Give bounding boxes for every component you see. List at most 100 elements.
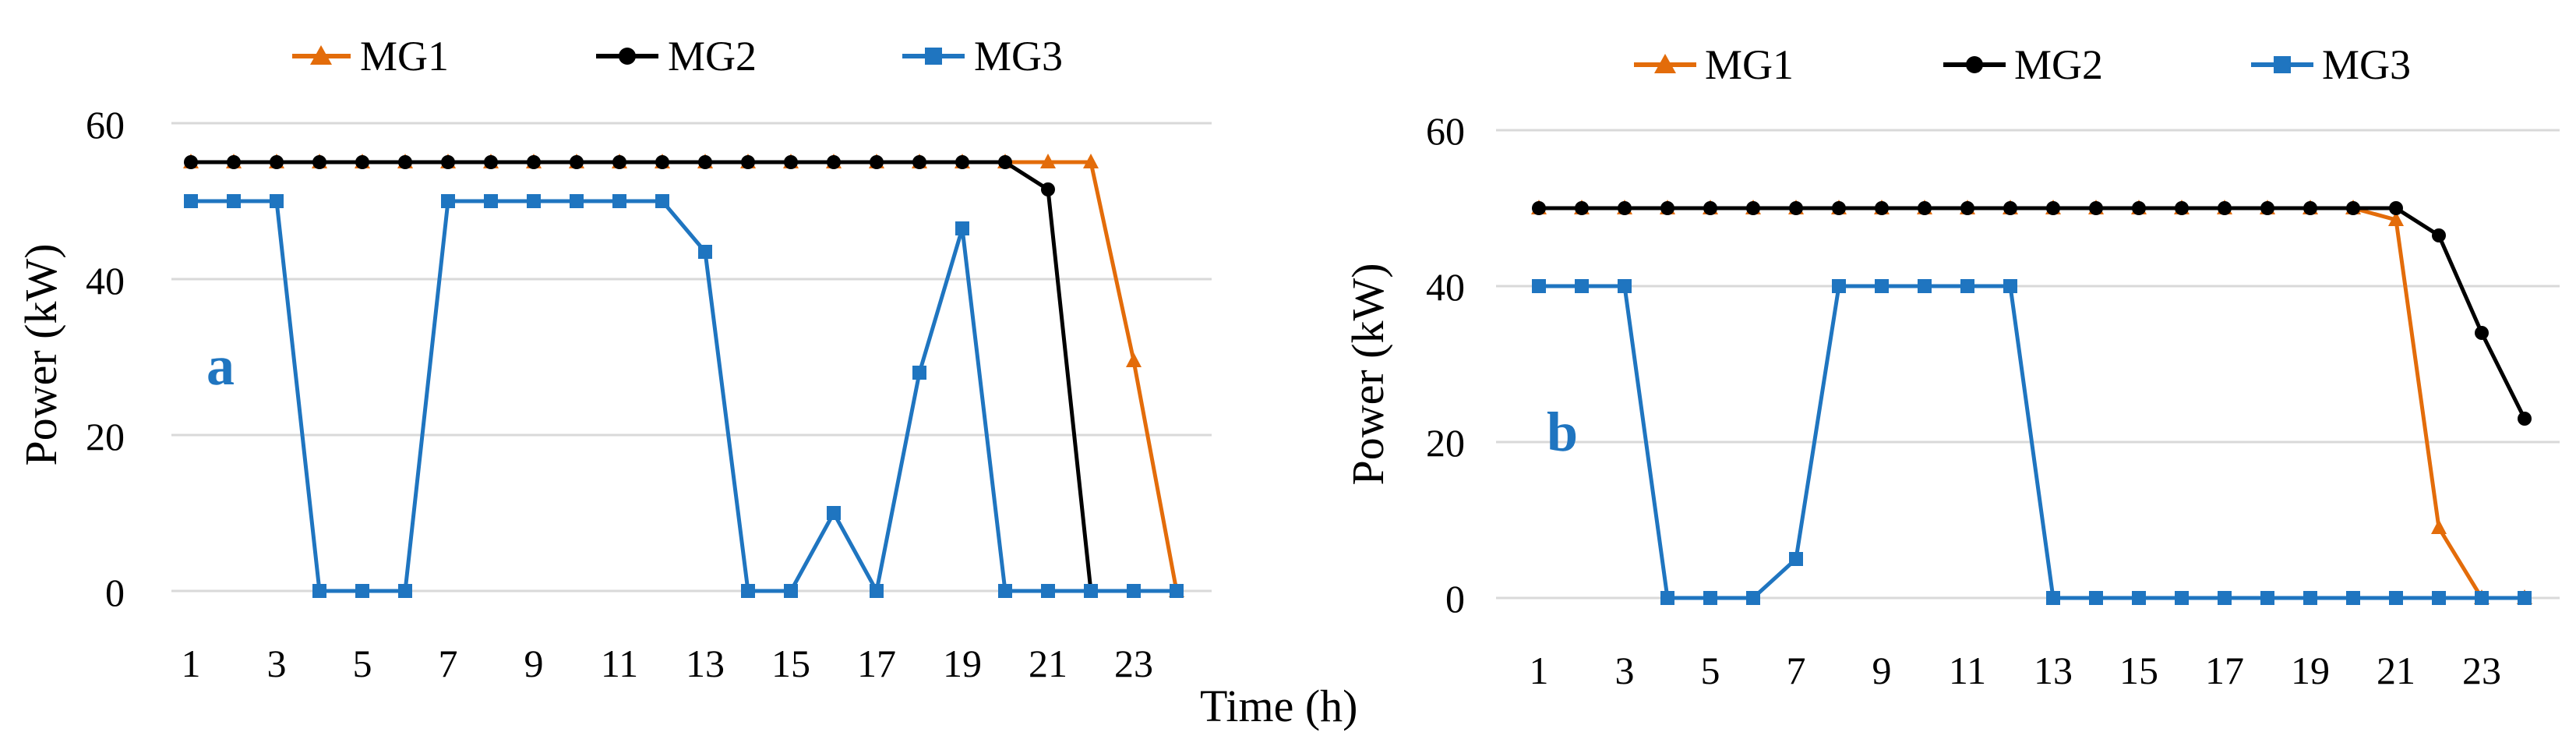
panel-a-point-mg2-t2 [227,155,241,169]
panel-b-point-mg2-t7 [1789,201,1803,215]
panel-b-ytick-20: 20 [1426,421,1465,465]
panel-b-series-mg2 [1532,201,2532,426]
panel-a-point-mg3-t23 [1127,584,1141,598]
panel-a-point-mg2-t10 [570,155,584,169]
panel-b-point-mg3-t6 [1746,591,1760,605]
panel-a-point-mg3-t4 [312,584,326,598]
panel-a-point-mg3-t6 [398,584,412,598]
panel-b-line-mg3 [1539,284,2525,600]
panel-a-legend-mg3: MG3 [902,33,1063,80]
panel-a-xtick-1: 1 [182,642,201,685]
panel-a-legend: MG1 MG2 MG3 [292,33,1063,80]
panel-b-xtick-15: 15 [2119,649,2158,692]
panel-a-xtick-3: 3 [267,642,287,685]
panel-b-point-mg2-t3 [1618,201,1632,215]
panel-a-point-mg3-t3 [270,194,284,208]
panel-a-xtick-21: 21 [1029,642,1067,685]
panel-b-point-mg2-t18 [2260,201,2274,215]
panel-b-legend: MG1 MG2 MG3 [1634,41,2411,88]
panel-b-point-mg2-t5 [1703,201,1717,215]
panel-b-gridlines [1496,129,2560,600]
panel-b-point-mg2-t17 [2218,201,2232,215]
panel-a-xtick-11: 11 [601,642,638,685]
panel-a-gridlines [171,122,1212,593]
panel-a-ytick-20: 20 [86,415,125,458]
panel-a-xtick-17: 17 [857,642,896,685]
panel-b: MG1 MG2 MG3 0 20 40 60 1 3 5 7 [1343,41,2560,692]
panel-b-point-mg3-t5 [1703,591,1717,605]
panel-a-point-mg3-t2 [227,194,241,208]
panel-b-xtick-13: 13 [2034,649,2073,692]
panel-a-point-mg1-t23 [1126,352,1142,367]
panel-b-point-mg3-t10 [1918,279,1932,293]
panel-a-line-mg3 [191,199,1177,593]
panel-b-point-mg3-t18 [2260,591,2274,605]
panel-b-point-mg3-t7 [1789,552,1803,566]
legend-marker-circle-icon [619,48,636,65]
panel-a-point-mg3-t15 [784,584,798,598]
panel-b-point-mg3-t20 [2346,591,2360,605]
panel-b-series [1531,200,2532,605]
panel-b-point-mg1-t21 [2388,211,2404,226]
panel-b-ytick-60: 60 [1426,109,1465,153]
panel-b-point-mg3-t22 [2432,591,2446,605]
panel-a-letter: a [206,334,235,397]
panel-a-point-mg2-t19 [955,155,969,169]
panel-b-xtick-17: 17 [2205,649,2244,692]
panel-a-point-mg2-t7 [441,155,455,169]
panel-a: MG1 MG2 MG3 0 20 40 60 1 3 5 7 [16,33,1358,731]
panel-a-point-mg3-t12 [655,194,669,208]
panel-b-point-mg2-t1 [1532,201,1546,215]
panel-b-point-mg3-t21 [2389,591,2403,605]
panel-b-xtick-23: 23 [2462,649,2501,692]
panel-a-point-mg3-t14 [741,584,755,598]
panel-a-point-mg3-t24 [1170,584,1184,598]
panel-a-point-mg2-t20 [998,155,1012,169]
panel-a-xtick-7: 7 [439,642,458,685]
panel-b-point-mg3-t9 [1875,279,1889,293]
panel-a-point-mg2-t14 [741,155,755,169]
legend-marker-circle-icon [1966,56,1983,73]
panel-b-point-mg3-t8 [1832,279,1846,293]
legend-label-mg3: MG3 [2322,41,2411,88]
panel-b-point-mg3-t15 [2132,591,2146,605]
panel-b-point-mg3-t12 [2003,279,2017,293]
panel-a-point-mg1-t22 [1083,154,1099,168]
panel-b-point-mg2-t19 [2303,201,2317,215]
panel-b-legend-mg3: MG3 [2251,41,2411,88]
panel-b-line-mg2 [1539,206,2527,420]
panel-a-y-axis-label: Power (kW) [16,243,66,465]
panel-a-x-ticks: 1 3 5 7 9 11 13 15 17 19 21 23 [182,642,1154,685]
panel-b-point-mg2-t10 [1918,201,1932,215]
panel-a-point-mg3-t20 [998,584,1012,598]
panel-a-point-mg1-t21 [1040,154,1056,168]
panel-b-point-mg1-t22 [2431,519,2447,534]
panel-b-point-mg2-t8 [1832,201,1846,215]
panel-b-point-mg3-t3 [1618,279,1632,293]
panel-b-point-mg2-t20 [2346,201,2360,215]
panel-a-x-axis-label: Time (h) [1200,681,1358,731]
panel-b-point-mg2-t12 [2003,201,2017,215]
panel-a-point-mg3-t17 [870,584,884,598]
panel-a-point-mg2-t16 [827,155,841,169]
panel-b-point-mg2-t21 [2389,201,2403,215]
panel-a-point-mg2-t3 [270,155,284,169]
panel-b-point-mg3-t24 [2518,591,2532,605]
panel-a-point-mg3-t1 [184,194,198,208]
panel-a-point-mg2-t21 [1041,182,1055,196]
panel-a-point-mg3-t9 [527,194,541,208]
panel-b-point-mg2-t22 [2432,228,2446,242]
panel-b-point-mg3-t14 [2089,591,2103,605]
panel-b-ytick-40: 40 [1426,265,1465,309]
panel-a-point-mg2-t8 [484,155,498,169]
panel-b-xtick-19: 19 [2291,649,2330,692]
panel-b-x-ticks: 1 3 5 7 9 11 13 15 17 19 21 23 [1530,649,2502,692]
panel-a-point-mg3-t21 [1041,584,1055,598]
panel-b-legend-mg2: MG2 [1943,41,2103,88]
panel-a-point-mg2-t5 [355,155,369,169]
panel-a-legend-mg2: MG2 [596,33,757,80]
panel-a-point-mg2-t4 [312,155,326,169]
panel-b-point-mg2-t24 [2518,412,2532,426]
panel-a-point-mg2-t13 [698,155,712,169]
panel-b-point-mg3-t23 [2475,591,2489,605]
